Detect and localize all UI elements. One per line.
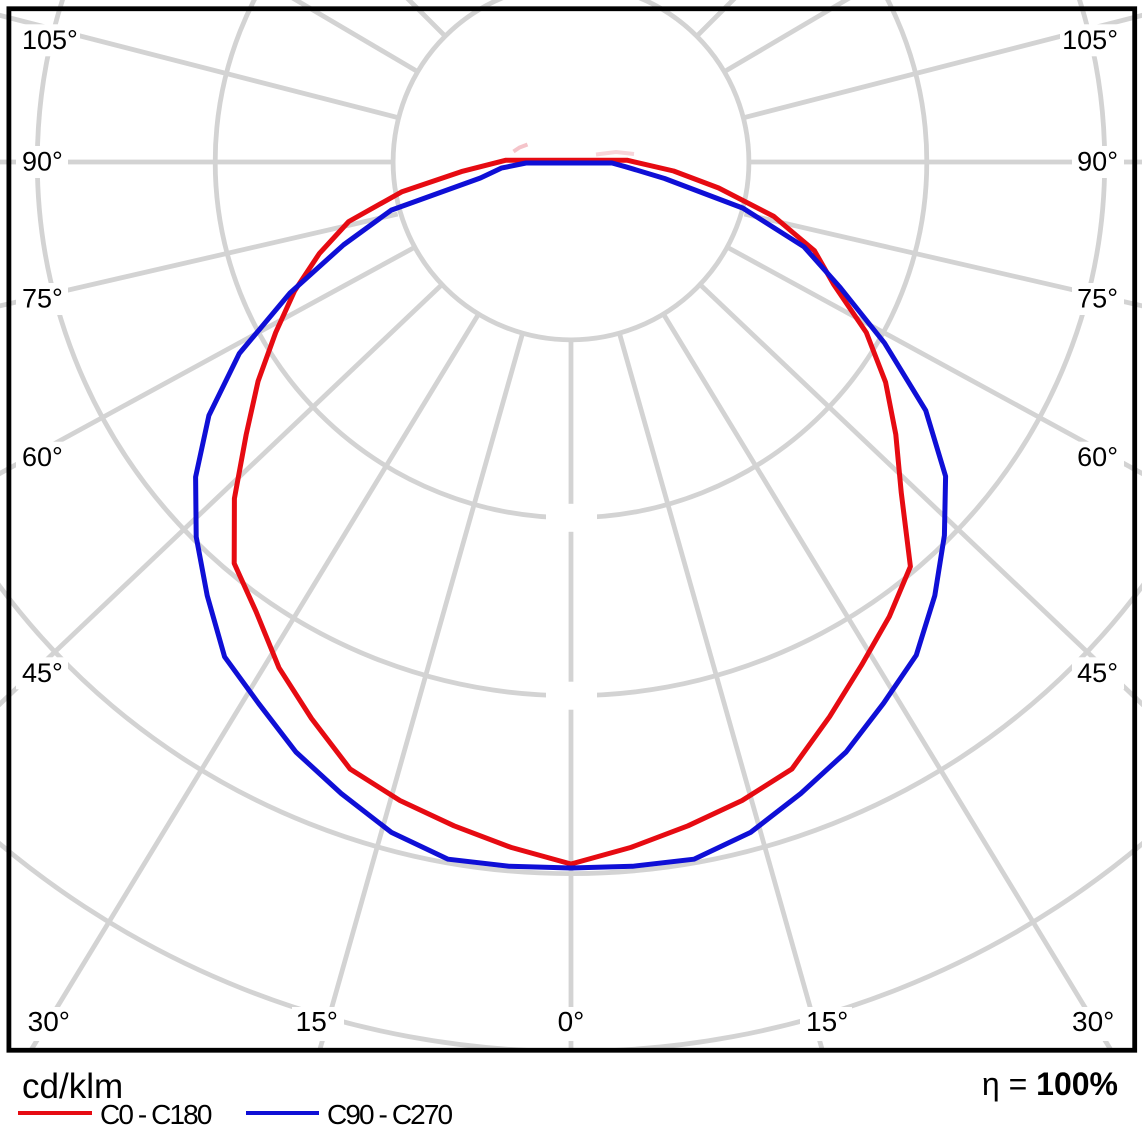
svg-text:C90 - C270: C90 - C270 xyxy=(327,1099,453,1130)
svg-text:75°: 75° xyxy=(1077,284,1118,314)
svg-text:90°: 90° xyxy=(22,147,63,177)
svg-text:105°: 105° xyxy=(22,25,78,55)
svg-text:105°: 105° xyxy=(1062,25,1118,55)
svg-text:60°: 60° xyxy=(1077,442,1118,472)
svg-text:75°: 75° xyxy=(22,284,63,314)
svg-text:90°: 90° xyxy=(1077,147,1118,177)
svg-text:15°: 15° xyxy=(296,1006,338,1037)
svg-text:0°: 0° xyxy=(558,1006,585,1037)
svg-text:45°: 45° xyxy=(1077,658,1118,688)
svg-text:C0 - C180: C0 - C180 xyxy=(100,1099,212,1130)
svg-text:60°: 60° xyxy=(22,442,63,472)
svg-text:cd/klm: cd/klm xyxy=(22,1067,123,1106)
svg-text:30°: 30° xyxy=(1072,1006,1114,1037)
svg-text:30°: 30° xyxy=(28,1006,70,1037)
svg-text:η = 100%: η = 100% xyxy=(982,1066,1118,1102)
svg-text:15°: 15° xyxy=(806,1006,848,1037)
svg-text:45°: 45° xyxy=(22,658,63,688)
